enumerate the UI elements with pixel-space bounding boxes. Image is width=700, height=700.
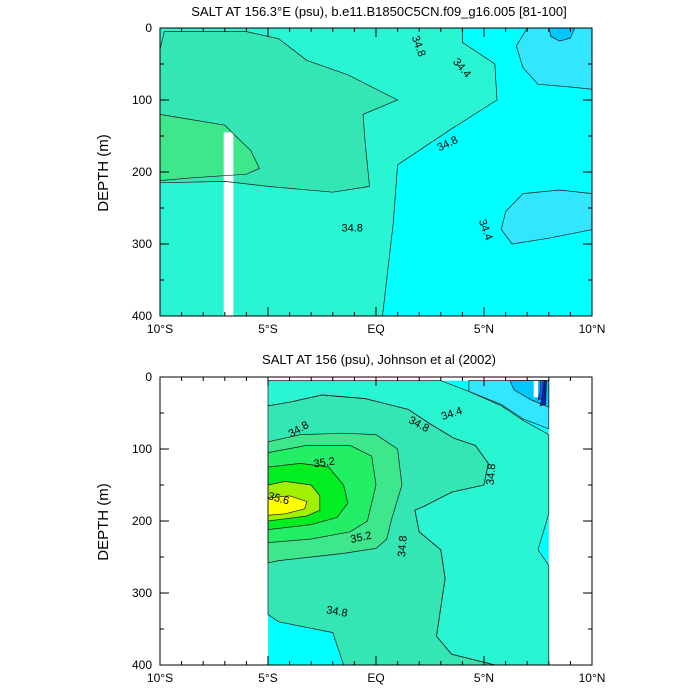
salinity-region: [268, 495, 307, 516]
contour-label: 34.8: [325, 604, 348, 620]
contour-line: [267, 394, 495, 666]
y-tick-label: 100: [132, 93, 152, 107]
salinity-region: [548, 28, 575, 41]
axes: 10°S 5°S EQ 5°N 10°N 0 100 200 300 400: [132, 370, 605, 685]
y-tick-label: 100: [132, 442, 152, 456]
salinity-region: [533, 380, 538, 398]
contour-line: [267, 463, 349, 530]
contour-line: [159, 31, 399, 193]
x-tick-label: 10°S: [147, 322, 173, 336]
chart-title: SALT AT 156 (psu), Johnson et al (2002): [262, 352, 496, 367]
y-tick-label: 0: [145, 370, 152, 384]
contour-label: 35.6: [267, 490, 291, 507]
x-tick-label: 10°S: [147, 671, 173, 685]
contour-line: [159, 113, 260, 181]
y-tick-label: 300: [132, 586, 152, 600]
x-tick-label: 10°N: [579, 671, 606, 685]
y-axis-label: DEPTH (m): [95, 483, 112, 561]
contour-line-layer: [267, 380, 550, 666]
chart-title: SALT AT 156.3°E (psu), b.e11.B1850C5CN.f…: [191, 4, 566, 19]
x-tick-label: 5°S: [258, 322, 277, 336]
observation-panel: SALT AT 156 (psu), Johnson et al (2002) …: [95, 352, 605, 685]
contour-line: [267, 495, 308, 516]
axes: 10°S 5°S EQ 5°N 10°N 0 100 200 300 400: [132, 21, 605, 336]
contour-fill-layer: [160, 28, 592, 316]
x-tick-label: 5°S: [258, 671, 277, 685]
contour-label: 35.2: [313, 456, 336, 471]
y-tick-label: 400: [132, 309, 152, 323]
x-tick-label: EQ: [367, 322, 384, 336]
x-tick-label: EQ: [367, 671, 384, 685]
contour-line: [267, 432, 403, 564]
salinity-region: [160, 114, 260, 181]
salinity-region: [223, 132, 234, 316]
y-tick-label: 200: [132, 165, 152, 179]
contour-label: 35.2: [349, 530, 372, 546]
y-tick-label: 200: [132, 514, 152, 528]
y-tick-label: 400: [132, 658, 152, 672]
contour-label: 34.8: [342, 222, 363, 234]
y-tick-label: 0: [145, 21, 152, 35]
salinity-region: [501, 190, 592, 244]
contour-label: 34.8: [396, 535, 410, 557]
salinity-region: [268, 380, 549, 665]
x-tick-label: 5°N: [474, 671, 494, 685]
x-tick-label: 10°N: [579, 322, 606, 336]
contour-label: 34.8: [485, 463, 499, 485]
y-tick-label: 300: [132, 237, 152, 251]
contour-line: [267, 445, 377, 543]
contour-fill-layer: [268, 380, 549, 665]
salinity-region: [509, 380, 549, 408]
x-tick-label: 5°N: [474, 322, 494, 336]
model-panel: SALT AT 156.3°E (psu), b.e11.B1850C5CN.f…: [95, 4, 605, 336]
y-axis-label: DEPTH (m): [95, 134, 112, 212]
salinity-region: [516, 28, 592, 90]
contour-line: [267, 481, 321, 522]
contour-line: [539, 380, 547, 407]
